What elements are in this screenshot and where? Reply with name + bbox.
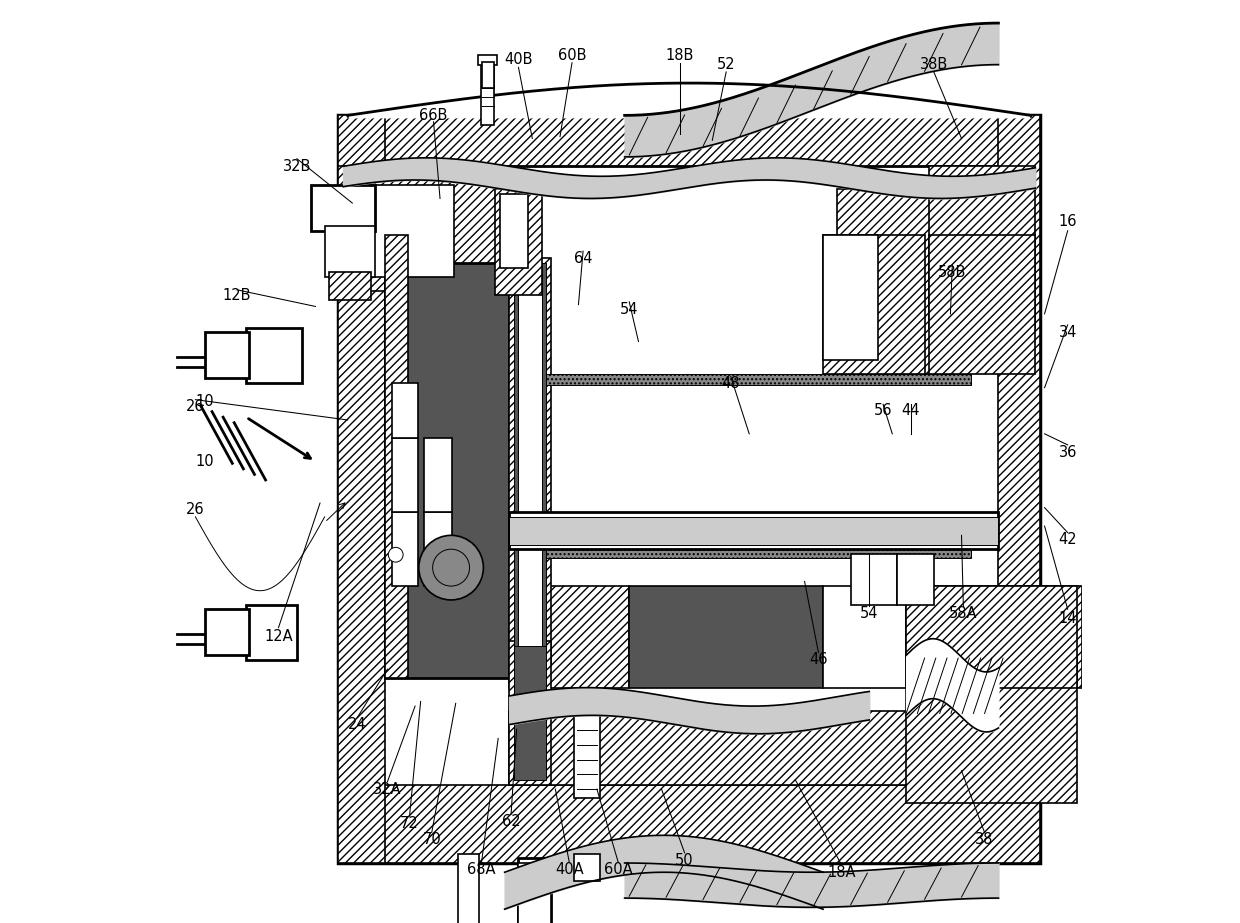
Bar xyxy=(823,235,878,360)
Bar xyxy=(510,711,1044,785)
Bar xyxy=(906,655,1076,803)
Bar xyxy=(574,854,600,881)
Text: 58A: 58A xyxy=(949,606,977,621)
Text: 38B: 38B xyxy=(920,57,947,72)
Text: 54: 54 xyxy=(861,606,878,621)
Bar xyxy=(823,235,925,374)
Text: 68A: 68A xyxy=(467,862,496,877)
Bar xyxy=(339,785,1040,863)
Bar xyxy=(205,609,249,655)
Text: 10: 10 xyxy=(196,454,215,469)
Text: 72: 72 xyxy=(401,816,419,831)
Text: 32A: 32A xyxy=(373,782,402,797)
Bar xyxy=(897,554,934,605)
Bar xyxy=(339,115,1040,863)
Text: 14: 14 xyxy=(1059,611,1076,626)
Text: 56: 56 xyxy=(874,403,893,418)
Text: 40B: 40B xyxy=(505,53,533,67)
Bar xyxy=(537,547,971,558)
Bar xyxy=(481,60,495,125)
Bar xyxy=(510,517,998,545)
Text: 44: 44 xyxy=(901,403,920,418)
Text: 54: 54 xyxy=(620,302,639,317)
Bar xyxy=(339,166,518,291)
Bar xyxy=(500,194,528,268)
Text: 36: 36 xyxy=(1059,445,1076,460)
Bar xyxy=(518,268,542,655)
Bar xyxy=(477,55,497,65)
Circle shape xyxy=(388,547,403,562)
Bar xyxy=(510,641,551,785)
Bar xyxy=(311,185,376,231)
Text: 18B: 18B xyxy=(666,48,694,63)
Text: 32B: 32B xyxy=(283,159,311,174)
Text: 12A: 12A xyxy=(264,629,293,644)
Bar xyxy=(510,512,998,549)
Bar xyxy=(459,854,479,923)
Bar xyxy=(247,328,301,383)
Bar xyxy=(629,586,823,688)
Text: 34: 34 xyxy=(1059,325,1076,340)
Text: 40A: 40A xyxy=(556,862,584,877)
Bar xyxy=(929,166,1035,328)
Text: 52: 52 xyxy=(717,57,735,72)
Text: 10: 10 xyxy=(196,394,215,409)
Bar xyxy=(392,512,418,586)
Bar xyxy=(481,62,494,88)
Text: 16: 16 xyxy=(1059,214,1076,229)
Text: 24: 24 xyxy=(347,717,366,732)
Bar xyxy=(513,646,546,780)
Text: 46: 46 xyxy=(810,653,827,667)
Bar xyxy=(330,272,371,300)
Bar xyxy=(424,438,453,512)
Bar xyxy=(247,605,296,660)
Bar xyxy=(851,554,897,605)
Bar xyxy=(906,586,1076,688)
Text: 60A: 60A xyxy=(604,862,632,877)
Text: 38: 38 xyxy=(976,833,993,847)
Bar xyxy=(357,185,454,277)
Bar xyxy=(384,263,510,678)
Circle shape xyxy=(433,549,470,586)
Bar xyxy=(384,235,408,678)
Bar xyxy=(339,115,1040,166)
Text: 62: 62 xyxy=(502,814,521,829)
Text: 58B: 58B xyxy=(939,265,966,280)
Bar xyxy=(392,438,418,512)
Bar xyxy=(510,586,629,688)
Text: 66B: 66B xyxy=(419,108,448,123)
Bar xyxy=(906,586,1081,688)
Bar xyxy=(339,115,384,863)
Bar xyxy=(205,332,249,378)
Bar xyxy=(510,258,551,665)
Text: 48: 48 xyxy=(722,376,740,390)
Text: 70: 70 xyxy=(423,833,441,847)
Bar xyxy=(513,263,546,660)
Text: 42: 42 xyxy=(1059,533,1078,547)
Text: 26: 26 xyxy=(186,502,205,517)
Bar xyxy=(823,586,906,688)
Bar xyxy=(510,189,537,374)
Polygon shape xyxy=(518,863,596,923)
Bar xyxy=(392,383,418,438)
Bar xyxy=(998,115,1040,863)
Text: 26: 26 xyxy=(186,399,205,414)
Text: 12B: 12B xyxy=(223,288,252,303)
Bar xyxy=(929,235,1035,374)
Text: 50: 50 xyxy=(676,853,694,868)
Bar xyxy=(325,226,376,277)
Bar xyxy=(518,858,551,923)
Bar xyxy=(537,374,971,385)
Bar xyxy=(837,189,939,374)
Text: 64: 64 xyxy=(574,251,593,266)
Circle shape xyxy=(419,535,484,600)
Bar xyxy=(574,706,600,798)
Bar xyxy=(496,189,542,295)
Bar xyxy=(424,512,453,586)
Text: 60B: 60B xyxy=(558,48,587,63)
Text: 18A: 18A xyxy=(827,865,856,880)
